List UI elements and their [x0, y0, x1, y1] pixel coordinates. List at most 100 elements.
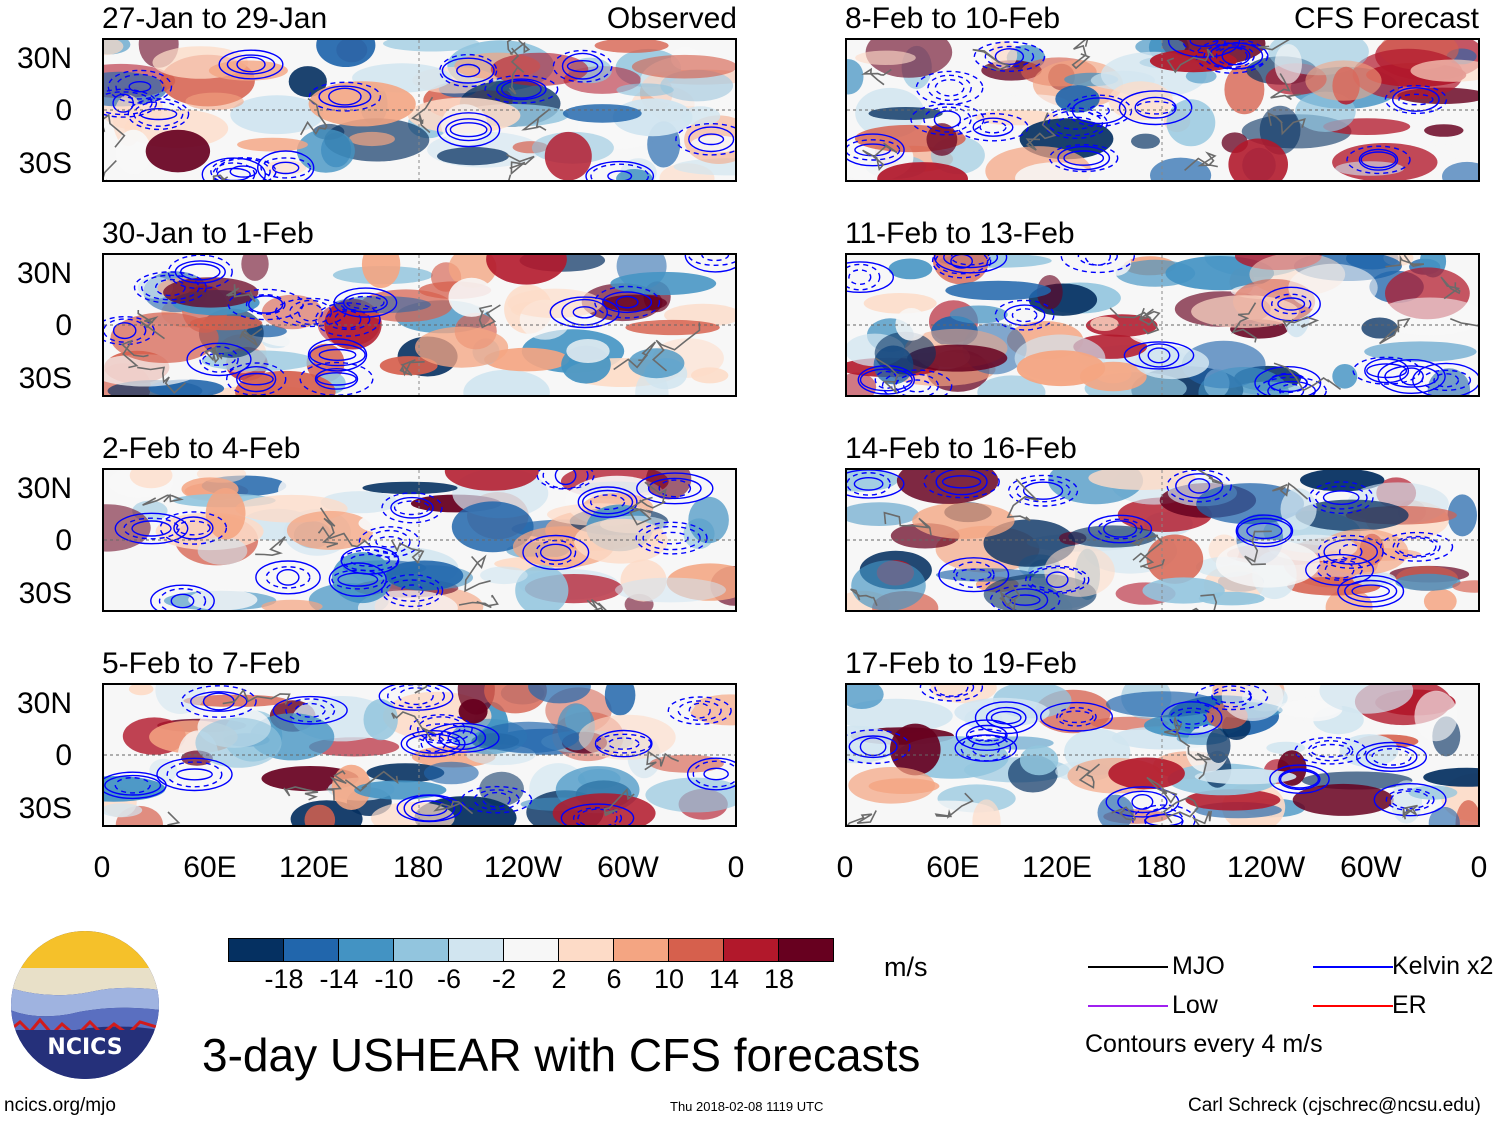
shear-field-blob [1215, 539, 1320, 588]
shear-field-blob [507, 288, 603, 318]
kelvin-contour [539, 543, 572, 562]
kelvin-contour [1059, 710, 1094, 724]
coastline [1402, 804, 1419, 820]
coastline [644, 750, 680, 771]
colorbar [228, 938, 834, 962]
coastline [603, 788, 635, 817]
lon-label: 60W [1340, 851, 1402, 884]
kelvin-contour [186, 342, 252, 377]
kelvin-contour [272, 695, 348, 725]
coastline [1440, 276, 1461, 300]
kelvin-contour [1421, 369, 1472, 392]
lon-label: 60W [597, 851, 659, 884]
kelvin-contour [150, 584, 215, 610]
shear-field-blob [1277, 699, 1341, 718]
kelvin-contour [114, 777, 151, 794]
kelvin-contour [635, 521, 708, 555]
kelvin-contour [500, 79, 542, 99]
kelvin-contour [577, 808, 618, 825]
kelvin-contour [1060, 255, 1135, 274]
map-panel [845, 253, 1480, 397]
shear-field-blob [848, 767, 935, 804]
coastline [999, 583, 1021, 610]
panel-title: 17-Feb to 19-Feb [845, 647, 1077, 680]
kelvin-contour [176, 520, 211, 536]
kelvin-contour [1056, 116, 1095, 130]
kelvin-contour [449, 122, 488, 138]
lat-label: 30N [16, 257, 72, 290]
shear-field-blob [477, 721, 580, 753]
kelvin-contour [1169, 707, 1214, 729]
kelvin-contour [1346, 145, 1411, 175]
kelvin-contour [1294, 736, 1367, 765]
shear-field-blob [104, 803, 143, 818]
kelvin-contour [560, 803, 635, 825]
kelvin-contour [952, 561, 995, 588]
shear-field-blob [423, 761, 479, 785]
kelvin-contour [955, 568, 992, 581]
colorbar-label: -6 [436, 964, 461, 994]
coastline [1111, 806, 1137, 821]
coastline [861, 67, 892, 86]
coastline [972, 48, 1012, 72]
kelvin-contour [1271, 293, 1312, 315]
kelvin-contour [1322, 490, 1360, 506]
kelvin-contour [1356, 741, 1428, 772]
lon-label: 180 [392, 851, 444, 884]
kelvin-contour [1011, 308, 1038, 323]
kelvin-contour [456, 63, 481, 78]
colorbar-swatch [229, 939, 284, 961]
shear-field-blob [448, 255, 497, 288]
coastline [847, 810, 877, 825]
shear-field-blob [1106, 691, 1220, 718]
shear-field-blob [855, 50, 916, 65]
kelvin-contour [158, 588, 207, 610]
kelvin-contour [216, 158, 271, 180]
shear-field-blob [1455, 800, 1478, 825]
shear-field-blob [1194, 768, 1297, 785]
footer-url[interactable]: ncics.org/mjo [4, 1095, 116, 1116]
kelvin-contour [923, 470, 1000, 499]
lon-label: 120E [278, 851, 350, 884]
kelvin-contour [688, 702, 711, 719]
lon-label: 120W [1226, 851, 1306, 884]
kelvin-contour [594, 729, 653, 758]
coastline [142, 493, 184, 506]
kelvin-contour [572, 306, 597, 319]
panel-title: 2-Feb to 4-Feb [102, 432, 301, 465]
colorbar-swatch [339, 939, 394, 961]
lon-label: 60E [183, 851, 237, 884]
ncics-logo: NCICS [10, 930, 160, 1080]
coastline [639, 481, 667, 509]
kelvin-contour [985, 706, 1027, 729]
shear-field-blob [1131, 133, 1160, 149]
kelvin-contour [496, 78, 547, 101]
panel-title: 14-Feb to 16-Feb [845, 432, 1077, 465]
kelvin-contour [934, 685, 969, 697]
kelvin-contour [848, 735, 898, 759]
kelvin-contour [236, 56, 266, 73]
shear-field-blob [631, 54, 735, 79]
lat-label: 0 [55, 94, 72, 127]
coastline [458, 594, 499, 609]
shear-field-blob [874, 331, 936, 375]
kelvin-contour [1377, 358, 1446, 394]
kelvin-contour [1278, 768, 1321, 791]
coastline [390, 539, 425, 564]
kelvin-contour [1203, 41, 1269, 70]
kelvin-contour [965, 724, 1008, 746]
kelvin-contour [677, 700, 722, 722]
shear-field-blob [185, 92, 244, 110]
coastline [874, 357, 900, 395]
kelvin-contour [104, 88, 158, 118]
coastline [1379, 317, 1411, 345]
shear-field-blob [1019, 745, 1059, 776]
shear-field-blob [1423, 767, 1478, 787]
kelvin-contour [299, 361, 374, 395]
coastline [283, 786, 319, 801]
shear-field-blob [625, 319, 720, 336]
colorbar-label: -18 [264, 964, 304, 994]
kelvin-contour [166, 761, 223, 788]
kelvin-contour [566, 60, 599, 73]
shear-field-blob [1108, 757, 1185, 790]
